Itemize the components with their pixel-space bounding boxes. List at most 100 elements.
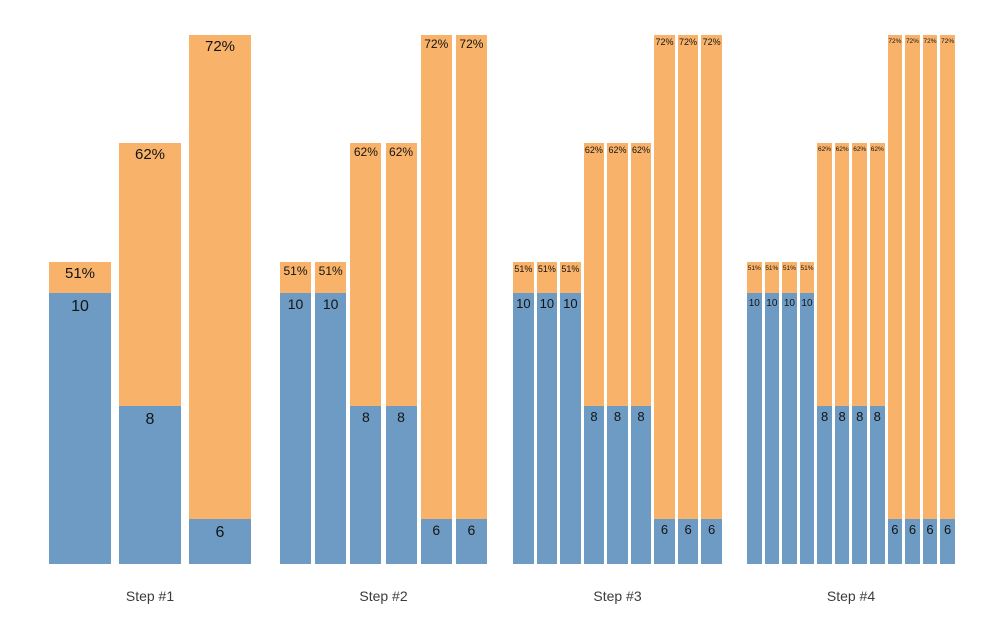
bar-percent-label: 72% xyxy=(941,38,955,45)
bar-percent-label: 51% xyxy=(318,264,343,278)
stacked-bar: 62% 8 xyxy=(385,143,417,564)
bar-percent-label: 72% xyxy=(702,37,721,47)
bar-percent-label: 72% xyxy=(679,37,698,47)
bar-percent-label: 62% xyxy=(835,146,849,153)
bar-value-label: 8 xyxy=(856,409,864,424)
bar-segment-orange: 72% xyxy=(455,35,487,519)
bar-percent-label: 51% xyxy=(537,264,556,274)
bar-value-label: 8 xyxy=(637,409,645,424)
bar-value-label: 8 xyxy=(361,409,370,425)
bar-segment-orange: 62% xyxy=(583,143,605,406)
bar-value-label: 10 xyxy=(322,296,339,312)
stacked-bar: 51% 10 xyxy=(536,262,558,564)
bar-value-label: 10 xyxy=(801,298,813,309)
bar-percent-label: 51% xyxy=(514,264,533,274)
stacked-bar: 72% 6 xyxy=(940,35,955,564)
bar-segment-blue: 8 xyxy=(607,406,628,564)
bar-segment-orange: 51% xyxy=(315,262,347,293)
stacked-bar: 72% 6 xyxy=(189,35,251,564)
bar-percent-label: 62% xyxy=(353,145,378,159)
bar-value-label: 10 xyxy=(563,296,578,311)
stacked-bar: 72% 6 xyxy=(420,35,452,564)
stacked-bar: 51% 10 xyxy=(315,262,347,564)
bar-segment-blue: 8 xyxy=(385,406,417,564)
x-axis-label-step-3: Step #3 xyxy=(593,588,642,604)
bar-segment-blue: 6 xyxy=(654,519,675,564)
stacked-bar: 51% 10 xyxy=(764,262,780,564)
bar-segment-orange: 72% xyxy=(940,35,955,519)
bar-segment-blue: 8 xyxy=(817,406,832,564)
bar-group-step-4: 51% 10 51% 10 51% 10 51% 10 62% 8 62% 8 62% 8 62% 8 72% 6… xyxy=(747,35,955,564)
stacked-bar: 62% 8 xyxy=(630,143,652,564)
bar-value-label: 8 xyxy=(590,409,598,424)
stacked-bar: 72% 6 xyxy=(701,35,722,564)
bar-segment-orange: 51% xyxy=(49,262,111,293)
stacked-bar: 62% 8 xyxy=(834,143,850,564)
bar-segment-blue: 8 xyxy=(870,406,885,564)
bar-value-label: 8 xyxy=(838,409,846,424)
bar-percent-label: 62% xyxy=(853,146,867,153)
bar-segment-blue: 6 xyxy=(701,519,722,564)
stacked-bar: 72% 6 xyxy=(887,35,903,564)
bar-segment-blue: 10 xyxy=(747,293,762,564)
bar-segment-orange: 62% xyxy=(350,143,382,406)
bar-segment-orange: 62% xyxy=(852,143,867,406)
bar-percent-label: 72% xyxy=(204,38,236,55)
stacked-bar: 62% 8 xyxy=(817,143,832,564)
stacked-bar: 51% 10 xyxy=(782,262,797,564)
stacked-bar: 62% 8 xyxy=(119,143,181,564)
bar-segment-orange: 62% xyxy=(607,143,628,406)
bar-percent-label: 72% xyxy=(905,38,919,45)
bar-percent-label: 72% xyxy=(888,38,902,45)
bar-segment-orange: 51% xyxy=(782,262,797,293)
bar-segment-blue: 6 xyxy=(922,519,938,564)
bar-segment-blue: 10 xyxy=(280,293,311,564)
bar-value-label: 10 xyxy=(516,296,531,311)
bar-segment-blue: 10 xyxy=(764,293,780,564)
bar-value-label: 6 xyxy=(926,522,934,537)
bar-segment-blue: 10 xyxy=(799,293,815,564)
bar-percent-label: 51% xyxy=(747,265,761,272)
stacked-bar: 72% 6 xyxy=(455,35,487,564)
stacked-bar: 51% 10 xyxy=(799,262,815,564)
bar-segment-blue: 10 xyxy=(49,293,111,564)
x-axis-label-step-4: Step #4 xyxy=(826,588,876,604)
bar-value-label: 6 xyxy=(943,522,952,537)
bar-value-label: 8 xyxy=(613,409,622,424)
bar-segment-blue: 10 xyxy=(560,293,581,564)
bar-segment-orange: 72% xyxy=(922,35,938,519)
x-axis-label-step-2: Step #2 xyxy=(359,588,408,604)
bar-segment-orange: 51% xyxy=(280,262,311,293)
bar-percent-label: 51% xyxy=(64,265,96,282)
bar-value-label: 10 xyxy=(71,298,89,315)
bar-percent-label: 51% xyxy=(561,264,580,274)
bar-segment-orange: 62% xyxy=(834,143,850,406)
bar-value-label: 6 xyxy=(215,524,225,541)
bar-value-label: 10 xyxy=(783,298,795,309)
stacked-bar: 62% 8 xyxy=(852,143,867,564)
bar-segment-orange: 51% xyxy=(536,262,558,293)
bar-segment-orange: 72% xyxy=(701,35,722,519)
bar-segment-blue: 6 xyxy=(887,519,903,564)
bar-value-label: 6 xyxy=(891,522,899,537)
bar-segment-blue: 8 xyxy=(583,406,605,564)
bar-segment-orange: 72% xyxy=(420,35,452,519)
stacked-bar: 72% 6 xyxy=(677,35,699,564)
bar-value-label: 10 xyxy=(766,298,778,309)
stacked-bar: 72% 6 xyxy=(905,35,920,564)
stacked-bar: 72% 6 xyxy=(922,35,938,564)
bar-segment-orange: 51% xyxy=(513,262,534,293)
bar-segment-blue: 6 xyxy=(940,519,955,564)
bar-segment-blue: 6 xyxy=(677,519,699,564)
bar-segment-blue: 8 xyxy=(119,406,181,564)
bar-percent-label: 62% xyxy=(134,146,166,163)
bar-percent-label: 62% xyxy=(584,145,603,155)
bar-percent-label: 51% xyxy=(800,265,814,272)
bar-segment-orange: 62% xyxy=(870,143,885,406)
bar-segment-blue: 6 xyxy=(455,519,487,564)
bar-percent-label: 51% xyxy=(782,265,796,272)
bar-percent-label: 62% xyxy=(818,146,832,153)
bar-value-label: 6 xyxy=(660,522,669,537)
bar-segment-orange: 62% xyxy=(385,143,417,406)
bar-percent-label: 62% xyxy=(389,145,414,159)
